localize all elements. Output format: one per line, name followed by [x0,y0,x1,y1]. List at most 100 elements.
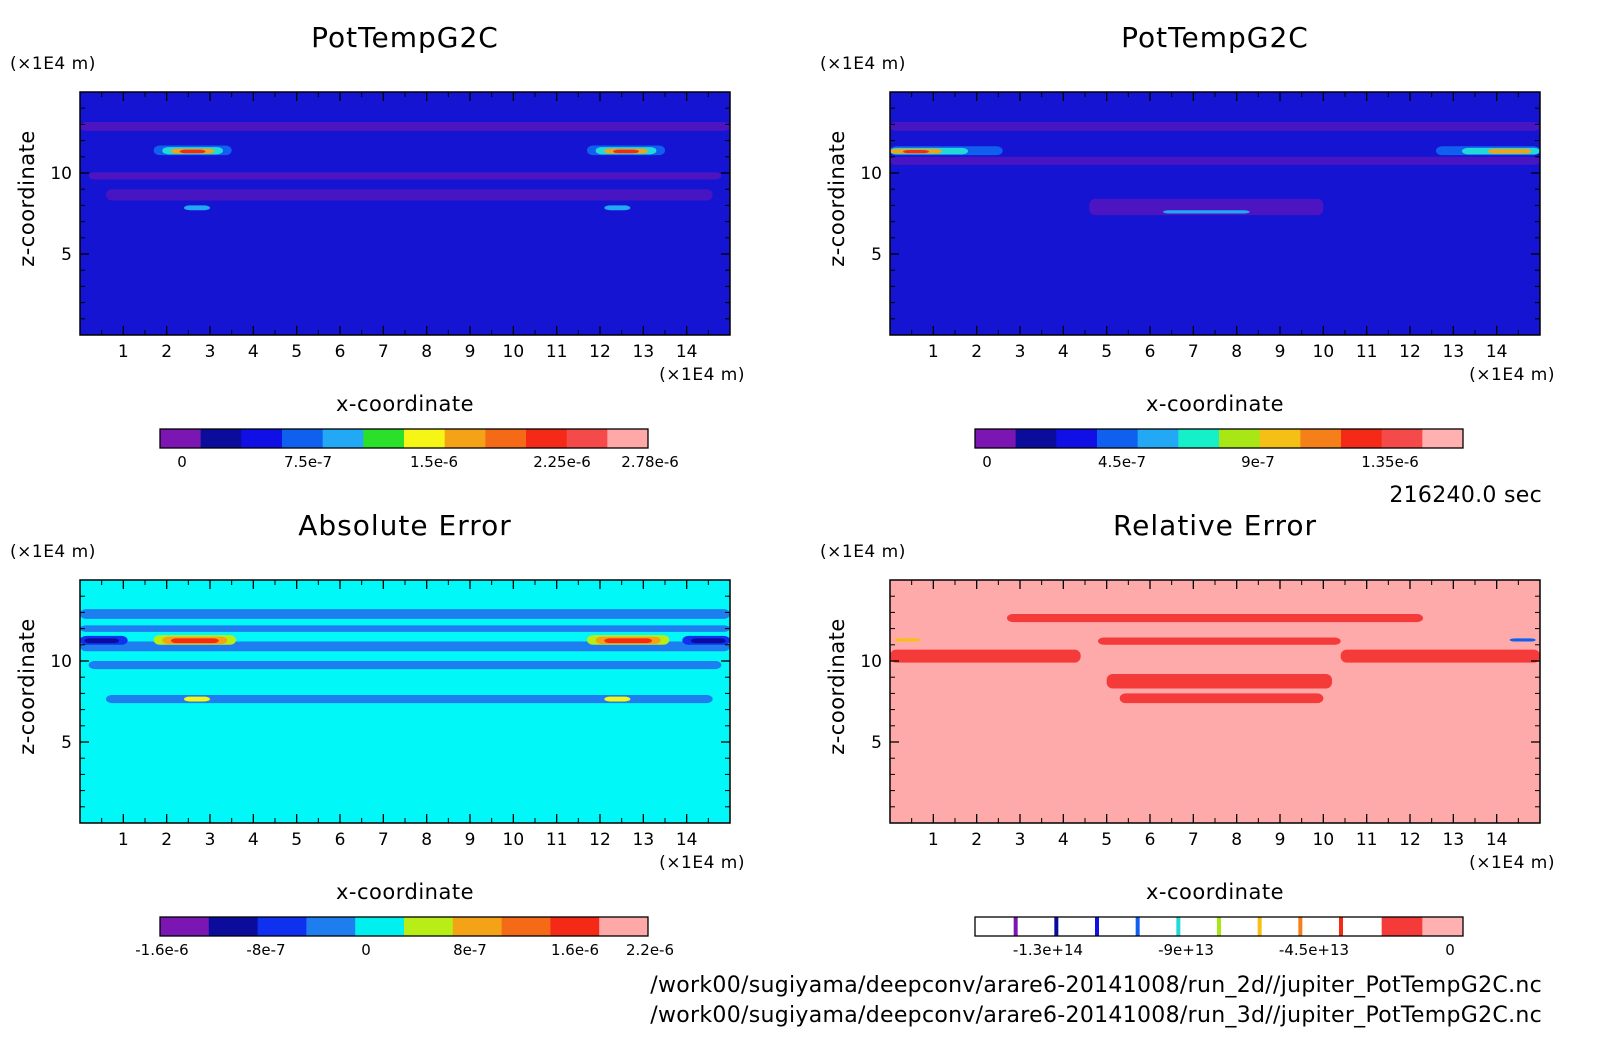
colorbar-label: -8e-7 [246,941,285,959]
y-tick-label: 5 [871,733,882,753]
colorbar-swatch [1341,917,1383,936]
x-tick-label: 3 [205,830,216,850]
x-tick-label: 12 [589,830,611,850]
x-tick-label: 12 [1399,342,1421,362]
y-tick-label: 5 [61,733,72,753]
y-tick-label: 10 [50,164,72,184]
x-tick-label: 13 [1443,830,1465,850]
x-axis-unit: (×1E4 m) [1469,853,1555,873]
colorbar-swatch [1097,917,1139,936]
y-tick-label: 10 [860,652,882,672]
colorbar-label: 1.6e-6 [551,941,599,959]
colorbar-swatch [485,429,527,448]
colorbar-label: 4.5e-7 [1098,453,1146,471]
colorbar-frame [974,916,1464,937]
x-tick-label: 13 [633,342,655,362]
colorbar-swatch [1015,917,1057,936]
colorbar-swatch [1381,917,1423,936]
colorbar-label: -9e+13 [1158,941,1214,959]
colorbar-swatch [355,917,405,936]
contour-feature [894,638,921,642]
x-tick-label: 7 [378,830,389,850]
colorbar-swatch [1137,429,1179,448]
contour-feature [1163,210,1250,214]
contour-feature [184,696,210,702]
x-tick-label: 5 [291,830,302,850]
x-tick-label: 4 [1058,830,1069,850]
x-tick-label: 11 [546,342,568,362]
x-tick-label: 10 [1313,342,1335,362]
contour-feature [1340,649,1540,663]
colorbar-swatch [550,917,600,936]
contour-feature [1106,673,1332,689]
chart-title: PotTempG2C [1121,21,1309,54]
x-tick-label: 2 [161,342,172,362]
colorbar-swatch [1178,917,1220,936]
colorbar-label: 0 [1445,941,1455,959]
colorbar-swatch [607,429,649,448]
x-tick-label: 11 [546,830,568,850]
y-axis-unit: (×1E4 m) [820,542,906,562]
x-tick-label: 12 [589,342,611,362]
colorbar-swatch [1015,429,1057,448]
contour-feature [88,661,722,670]
colorbar-swatch [526,429,568,448]
colorbar-swatch [1422,917,1464,936]
colorbar-swatch [160,429,202,448]
x-axis-label: x-coordinate [336,392,474,416]
x-axis-label: x-coordinate [336,880,474,904]
colorbar-label: 0 [361,941,371,959]
colorbar-label: -1.6e-6 [135,941,188,959]
panel-relative-error: Relative Error(×1E4 m)1 2 3 4 5 6 7 8 9 10 11 12 13 1… [820,509,1555,959]
x-tick-label: 3 [205,342,216,362]
x-tick-label: 2 [971,830,982,850]
contour-feature [604,638,652,644]
x-tick-label: 10 [503,342,525,362]
colorbar-swatch [282,429,324,448]
y-tick-label: 10 [50,652,72,672]
colorbar-swatch [1300,917,1342,936]
x-tick-label: 8 [421,342,432,362]
x-tick-label: 5 [1101,342,1112,362]
x-tick-label: 4 [248,830,259,850]
colorbar-swatch [566,429,608,448]
contour-feature [1509,638,1536,642]
x-tick-label: 12 [1399,830,1421,850]
contour-feature [604,696,631,702]
colorbar-swatch [363,429,405,448]
y-tick-label: 5 [61,245,72,265]
colorbar-swatch [208,917,259,936]
contour-feature [1098,637,1341,645]
colorbar-label: 2.25e-6 [533,453,591,471]
x-axis-label: x-coordinate [1146,880,1284,904]
x-tick-label: 9 [465,830,476,850]
x-tick-label: 6 [335,342,346,362]
x-tick-label: 13 [633,830,655,850]
y-axis-label: z-coordinate [825,618,849,755]
contour-feature [80,121,730,131]
contour-feature [88,172,722,180]
panel-absolute-error: Absolute Error(×1E4 m)1 2 3 4 5 6 7 8 9 10 11 12 13 1… [10,509,745,959]
colorbar-swatch [1219,917,1261,936]
colorbar-swatch [1137,917,1179,936]
colorbar-swatch [1259,917,1301,936]
colorbar-swatch [306,917,356,936]
x-axis-unit: (×1E4 m) [659,365,745,385]
contour-feature [106,189,713,201]
y-axis-unit: (×1E4 m) [10,54,96,74]
x-tick-label: 9 [1275,830,1286,850]
x-tick-label: 3 [1015,830,1026,850]
x-tick-label: 14 [1486,342,1508,362]
x-tick-label: 10 [1313,830,1335,850]
panel-pottemp-3d: PotTempG2C(×1E4 m)1 2 3 4 5 6 7 8 9 10 11 12 13 14510… [820,21,1555,471]
x-tick-label: 1 [118,830,129,850]
colorbar-swatch [975,429,1017,448]
x-tick-label: 11 [1356,830,1378,850]
x-tick-label: 5 [1101,830,1112,850]
x-tick-label: 2 [971,342,982,362]
contour-feature [84,638,119,644]
colorbar-swatch [1381,429,1423,448]
colorbar-swatch [322,429,364,448]
contour-feature [613,149,639,154]
